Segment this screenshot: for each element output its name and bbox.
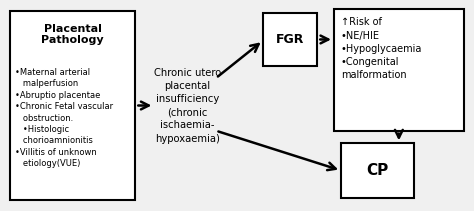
FancyBboxPatch shape <box>263 13 318 66</box>
FancyBboxPatch shape <box>10 11 136 200</box>
Text: CP: CP <box>366 163 389 178</box>
Text: •Maternal arterial
   malperfusion
•Abruptio placentae
•Chronic Fetal vascular
 : •Maternal arterial malperfusion •Abrupti… <box>15 68 113 168</box>
FancyBboxPatch shape <box>334 9 464 131</box>
FancyBboxPatch shape <box>341 143 414 198</box>
Text: FGR: FGR <box>276 33 304 46</box>
Text: ↑Risk of
•NE/HIE
•Hypoglycaemia
•Congenital
malformation: ↑Risk of •NE/HIE •Hypoglycaemia •Congeni… <box>341 18 422 80</box>
Text: Placental
Pathology: Placental Pathology <box>41 24 104 45</box>
Text: Chronic utero
placental
insufficiency
(chronic
ischaemia-
hypoxaemia): Chronic utero placental insufficiency (c… <box>154 68 221 143</box>
